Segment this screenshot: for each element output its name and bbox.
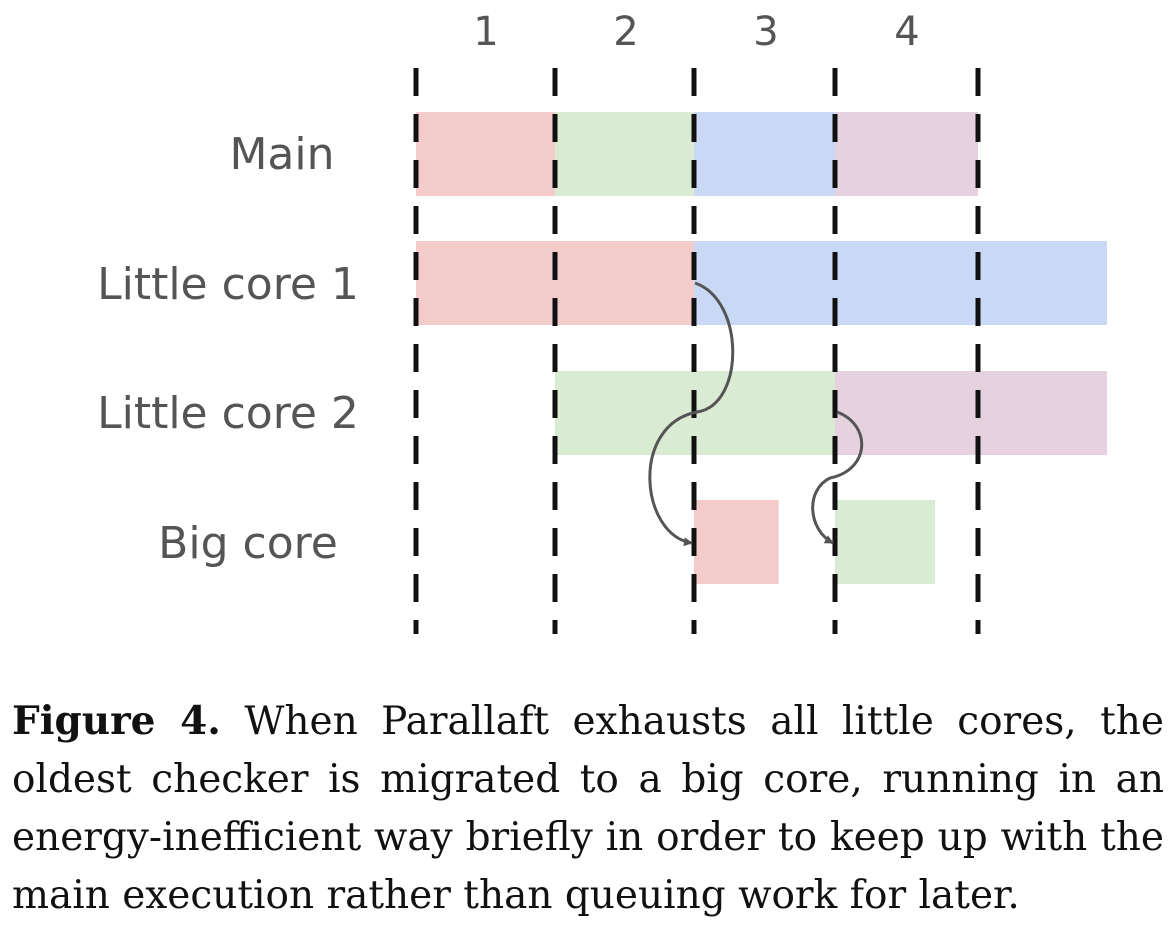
- row-label-little-core-1: Little core 1: [97, 259, 359, 310]
- migration-arrow-little-core-2-to-big-core: [811, 410, 864, 545]
- block-little-core-2-segment-4: [835, 371, 1107, 455]
- row-label-little-core-2: Little core 2: [97, 388, 359, 439]
- figure-caption: Figure 4. When Parallaft exhausts all li…: [12, 692, 1164, 925]
- block-big-core-segment-2: [835, 500, 936, 584]
- column-label-4: 4: [894, 9, 919, 55]
- migration-arrow-little-core-1-to-big-core: [648, 281, 735, 547]
- block-main-segment-2: [555, 112, 694, 196]
- core-scheduling-diagram: 1 2 3 4 Main Little core 1 Little core 2…: [97, 9, 1107, 634]
- row-label-big-core: Big core: [158, 518, 338, 569]
- block-main-segment-4: [835, 112, 978, 196]
- block-main-segment-3: [694, 112, 835, 196]
- block-little-core-1-segment-3: [694, 241, 1107, 325]
- migration-arrows: [648, 281, 864, 547]
- caption-label: Figure 4.: [12, 698, 221, 744]
- block-main-segment-1: [416, 112, 555, 196]
- block-big-core-segment-1: [694, 500, 779, 584]
- column-label-1: 1: [473, 9, 498, 55]
- caption-text: When Parallaft exhausts all little cores…: [12, 699, 1165, 918]
- time-dividers: [413, 68, 981, 634]
- column-label-2: 2: [613, 9, 638, 55]
- execution-blocks: [416, 112, 1107, 584]
- row-label-main: Main: [229, 129, 334, 180]
- column-label-3: 3: [753, 9, 778, 55]
